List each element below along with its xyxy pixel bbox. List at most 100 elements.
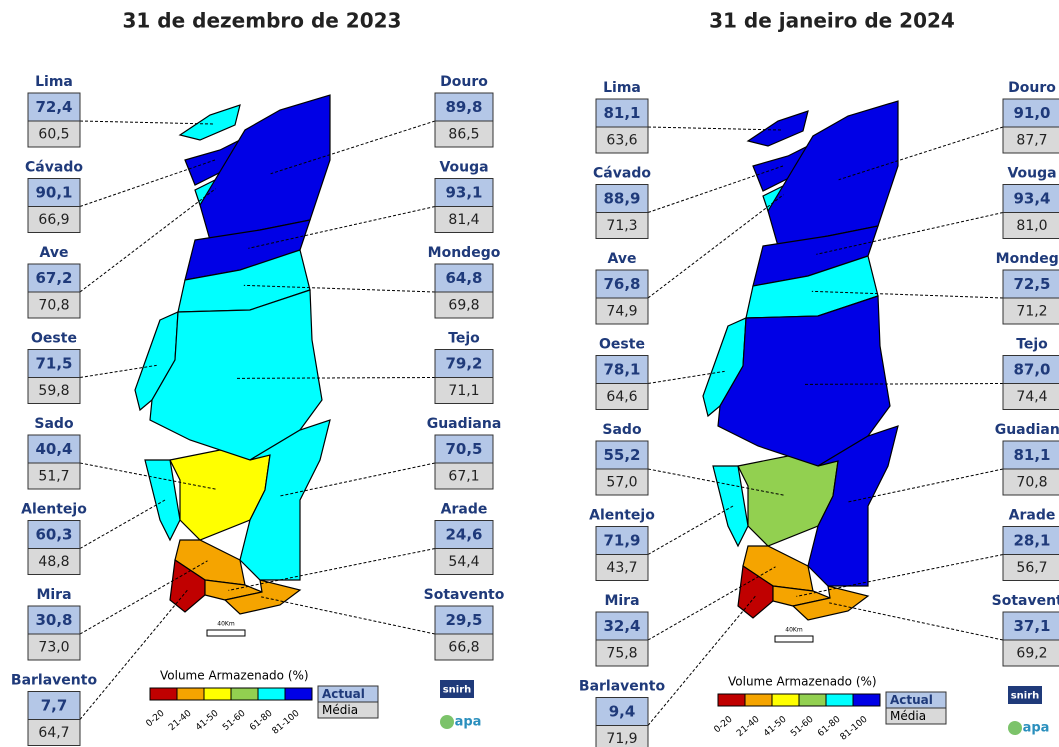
leader-line xyxy=(803,383,1004,385)
average-box xyxy=(27,206,81,233)
leader-line xyxy=(79,560,208,635)
actual-box xyxy=(434,263,494,293)
legend-class: 0-20 xyxy=(712,714,734,735)
leader-line xyxy=(79,120,214,125)
leader-line xyxy=(838,126,1004,181)
legend-class: 41-50 xyxy=(194,708,221,733)
actual-value: 24,6 xyxy=(445,526,482,544)
average-box xyxy=(1002,383,1059,410)
basin-name: Sotavento xyxy=(424,587,505,603)
key-average: Média xyxy=(890,709,926,723)
logo-apa: apa xyxy=(1023,721,1050,736)
logo-mark xyxy=(440,715,454,729)
average-box xyxy=(595,297,649,325)
actual-value: 76,8 xyxy=(603,275,640,293)
average-value: 71,9 xyxy=(606,731,637,747)
average-value: 71,3 xyxy=(606,218,637,234)
leader-line xyxy=(261,596,436,635)
legend-swatch xyxy=(825,693,854,707)
actual-box xyxy=(1002,355,1059,384)
legend-swatch xyxy=(230,687,259,701)
average-value: 51,7 xyxy=(38,469,69,485)
basin-area xyxy=(737,564,774,619)
actual-box xyxy=(1002,526,1059,555)
leader-line xyxy=(796,554,1004,597)
legend-class: 51-60 xyxy=(221,708,248,733)
actual-value: 78,1 xyxy=(603,361,640,379)
scale-label: 40Km xyxy=(217,621,235,628)
average-value: 56,7 xyxy=(1016,560,1047,576)
average-box xyxy=(434,206,494,233)
average-box xyxy=(1002,126,1059,154)
legend-class: 21-40 xyxy=(167,708,194,733)
actual-value: 89,8 xyxy=(445,98,482,116)
basin-name: Alentejo xyxy=(21,502,87,518)
actual-box xyxy=(27,605,81,635)
basin-name: Mondego xyxy=(996,251,1059,267)
actual-box xyxy=(1002,269,1059,299)
leader-line xyxy=(647,126,782,131)
actual-box xyxy=(434,349,494,378)
actual-box xyxy=(27,434,81,464)
leader-line xyxy=(243,284,436,293)
average-value: 81,4 xyxy=(448,212,479,228)
actual-value: 7,7 xyxy=(41,697,68,715)
legend-title: Volume Armazenado (%) xyxy=(160,669,309,683)
basin-area xyxy=(178,104,241,141)
legend-title: Volume Armazenado (%) xyxy=(728,675,877,689)
actual-box xyxy=(1002,98,1059,128)
basin-name: Sotavento xyxy=(992,593,1059,609)
leader-line xyxy=(848,468,1004,503)
basin-name: Lima xyxy=(603,80,641,96)
legend-swatch xyxy=(176,687,205,701)
leader-line xyxy=(647,194,784,299)
actual-value: 64,8 xyxy=(445,269,482,287)
average-value: 48,8 xyxy=(38,554,69,570)
actual-value: 72,4 xyxy=(35,98,72,116)
average-value: 60,5 xyxy=(38,127,69,143)
basin-name: Arade xyxy=(441,502,488,518)
map-panel: Lima 81,1 63,6 Cávado 88,9 71,3 Ave 76,8 74,9 Oes… xyxy=(579,80,1059,747)
actual-value: 67,2 xyxy=(35,269,72,287)
basin-name: Sado xyxy=(34,416,74,432)
basin-name: Barlavento xyxy=(11,673,98,689)
average-value: 75,8 xyxy=(606,646,637,662)
actual-value: 9,4 xyxy=(609,703,636,721)
leader-line xyxy=(79,188,216,293)
average-value: 70,8 xyxy=(38,298,69,314)
actual-box xyxy=(434,92,494,122)
basin-name: Guadiana xyxy=(995,422,1059,438)
average-box xyxy=(1002,297,1059,325)
basin-name: Oeste xyxy=(599,337,645,353)
average-value: 57,0 xyxy=(606,475,637,491)
average-value: 43,7 xyxy=(606,560,637,576)
actual-box xyxy=(434,178,494,207)
actual-value: 55,2 xyxy=(603,446,640,464)
logo-mark xyxy=(1008,721,1022,735)
basin-area xyxy=(712,465,749,548)
average-box xyxy=(1002,554,1059,581)
actual-value: 71,5 xyxy=(35,355,72,373)
legend-class: 51-60 xyxy=(789,714,816,739)
average-value: 87,7 xyxy=(1016,133,1047,149)
basin-name: Douro xyxy=(1008,80,1056,96)
actual-value: 71,9 xyxy=(603,532,640,550)
actual-box xyxy=(595,184,649,213)
average-value: 73,0 xyxy=(38,640,69,656)
leader-line xyxy=(270,120,436,175)
key-actual: Actual xyxy=(890,693,933,707)
actual-box xyxy=(595,98,649,128)
average-value: 66,8 xyxy=(448,640,479,656)
average-value: 54,4 xyxy=(448,554,479,570)
average-box xyxy=(434,291,494,319)
basin-name: Barlavento xyxy=(579,679,666,695)
average-value: 81,0 xyxy=(1016,218,1047,234)
scale-bar xyxy=(206,629,246,637)
basin-name: Sado xyxy=(602,422,642,438)
logo-apa: apa xyxy=(455,715,482,730)
average-box xyxy=(27,120,81,148)
basin-name: Vouga xyxy=(1007,166,1056,182)
map-panel: Lima 72,4 60,5 Cávado 90,1 66,9 Ave 67,2 70,8 Oes… xyxy=(11,74,505,746)
actual-box xyxy=(595,697,649,726)
